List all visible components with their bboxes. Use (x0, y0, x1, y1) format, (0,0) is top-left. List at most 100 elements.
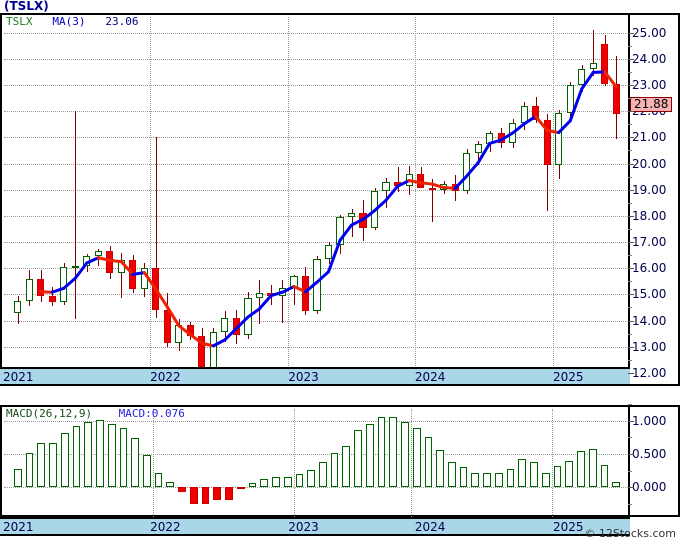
macd-bar-positive (119, 427, 128, 488)
macd-bar-positive (459, 467, 468, 488)
price-gridline (4, 58, 630, 60)
price-y-tick-label: 14.00 (632, 313, 667, 328)
price-y-minor-tick (628, 176, 632, 178)
candle-wick (398, 167, 399, 193)
macd-bar-positive (272, 476, 280, 488)
macd-bar-positive (377, 416, 386, 488)
price-y-minor-tick (628, 228, 632, 230)
macd-y-minor-tick (628, 437, 632, 439)
macd-bar-positive (25, 452, 34, 488)
macd-bar-positive (436, 450, 445, 488)
price-y-minor-tick (628, 333, 632, 335)
macd-bar-positive (283, 476, 292, 488)
candle-down (601, 44, 609, 84)
price-y-tick-label: 24.00 (632, 51, 667, 66)
legend-symbol: TSLX (6, 15, 33, 28)
macd-bar-negative (201, 487, 210, 505)
macd-bar-negative (213, 487, 222, 501)
macd-bar-positive (131, 438, 140, 488)
macd-bar-positive (49, 443, 57, 488)
candle-up (324, 244, 333, 260)
price-year-gridline (552, 17, 554, 386)
candle-down (163, 310, 171, 343)
macd-bar-positive (577, 451, 585, 488)
candle-wick (75, 111, 76, 320)
macd-bar-positive (471, 472, 480, 488)
macd-y-minor-tick (628, 404, 632, 406)
candle-up (474, 143, 482, 154)
candle-up (255, 293, 263, 299)
macd-bar-positive (494, 472, 503, 488)
candle-wick (121, 252, 122, 299)
candle-up (555, 112, 563, 165)
price-gridline (4, 32, 630, 34)
macd-bar-positive (389, 416, 398, 488)
macd-bar-positive (483, 472, 491, 488)
macd-bar-positive (600, 464, 609, 488)
macd-y-minor-tick (628, 470, 632, 472)
candle-wick (386, 177, 387, 209)
price-axis-divider (628, 13, 630, 386)
price-y-tick-label: 20.00 (632, 156, 667, 171)
price-y-tick-label: 18.00 (632, 208, 667, 223)
macd-legend: MACD(26,12,9) MACD:0.076 (6, 407, 185, 420)
macd-bar-positive (588, 448, 597, 488)
price-panel (0, 13, 680, 386)
macd-bar-positive (72, 426, 81, 488)
legend-ma-value: 23.06 (105, 15, 139, 28)
macd-bar-positive (107, 423, 116, 488)
price-gridline (4, 320, 630, 322)
macd-bar-positive (330, 452, 339, 488)
price-y-tick (628, 85, 634, 87)
price-y-tick-label: 19.00 (632, 182, 667, 197)
macd-plot-area (4, 409, 630, 517)
macd-bar-positive (401, 422, 409, 488)
macd-bar-positive (84, 422, 93, 488)
macd-y-tick-label: 1.000 (632, 413, 667, 428)
price-year-label: 2021 (3, 370, 34, 384)
price-legend: TSLX MA(3) 23.06 (6, 15, 139, 28)
macd-bar-positive (260, 479, 269, 488)
price-y-minor-tick (628, 45, 632, 47)
price-gridline (4, 215, 630, 217)
price-y-tick-label: 12.00 (632, 365, 667, 380)
title-bar: (TSLX) (0, 0, 680, 14)
macd-bar-positive (506, 468, 515, 488)
candle-up (382, 181, 390, 192)
price-y-minor-tick (628, 255, 632, 257)
price-gridline (4, 137, 630, 139)
candle-up (71, 265, 79, 268)
price-date-axis: 2021 2022 2023 2024 2025 (0, 367, 630, 386)
macd-bar-positive (565, 460, 574, 488)
last-price-tag: 21.88 (630, 97, 673, 112)
macd-bar-positive (295, 473, 304, 488)
candle-wick (421, 167, 422, 181)
price-year-gridline (414, 17, 416, 386)
macd-y-tick-label: 0.000 (632, 480, 667, 495)
price-gridline (4, 189, 630, 191)
macd-panel (0, 405, 680, 517)
candle-wick (593, 30, 594, 76)
macd-bar-positive (530, 462, 538, 488)
price-gridline (4, 111, 630, 113)
macd-gridline (4, 420, 630, 422)
price-y-tick-label: 13.00 (632, 339, 667, 354)
macd-bar-positive (518, 459, 527, 488)
price-y-minor-tick (628, 202, 632, 204)
macd-y-tick (628, 420, 634, 422)
price-y-tick (628, 242, 634, 244)
price-year-gridline (150, 17, 152, 386)
macd-bar-positive (248, 483, 257, 488)
price-y-tick-label: 25.00 (632, 25, 667, 40)
candle-wick (282, 280, 283, 324)
legend-ma-label: MA(3) (52, 15, 86, 28)
macd-year-label: 2022 (150, 520, 181, 534)
macd-year-gridline (551, 409, 553, 517)
macd-gridline (4, 454, 630, 456)
macd-bar-positive (612, 482, 620, 488)
price-year-label: 2024 (414, 370, 446, 384)
candle-wick (259, 280, 260, 325)
price-y-tick (628, 163, 634, 165)
price-y-tick-label: 17.00 (632, 235, 667, 250)
price-y-tick (628, 58, 634, 60)
